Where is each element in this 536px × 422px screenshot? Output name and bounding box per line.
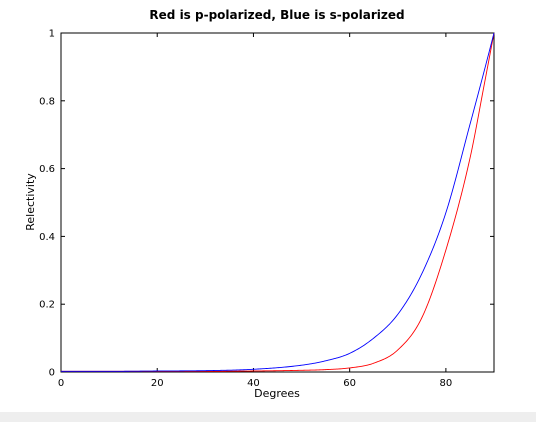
plot-area <box>60 32 495 373</box>
x-tick-label: 60 <box>343 378 356 389</box>
x-tick-label: 20 <box>151 378 164 389</box>
series-line-blue <box>61 32 495 372</box>
x-tick-label: 40 <box>247 378 260 389</box>
y-axis: 0 0.2 0.4 0.6 0.8 1 <box>39 29 494 379</box>
x-tick-label: 0 <box>58 378 64 389</box>
x-axis: 0 20 40 60 80 <box>58 33 452 389</box>
y-tick-label: 1 <box>49 29 55 40</box>
window-bottom-strip <box>0 412 536 422</box>
y-tick-label: 0.6 <box>39 164 55 175</box>
y-tick-label: 0 <box>49 368 55 379</box>
y-tick-label: 0.2 <box>39 300 55 311</box>
x-tick-label: 80 <box>440 378 453 389</box>
y-tick-label: 0.8 <box>39 96 55 107</box>
series-layer <box>61 32 495 372</box>
x-axis-label: Degrees <box>254 387 300 400</box>
y-tick-label: 0.4 <box>39 232 55 243</box>
y-axis-label: Relectivity <box>24 173 37 231</box>
chart-title: Red is p-polarized, Blue is s-polarized <box>149 8 404 22</box>
